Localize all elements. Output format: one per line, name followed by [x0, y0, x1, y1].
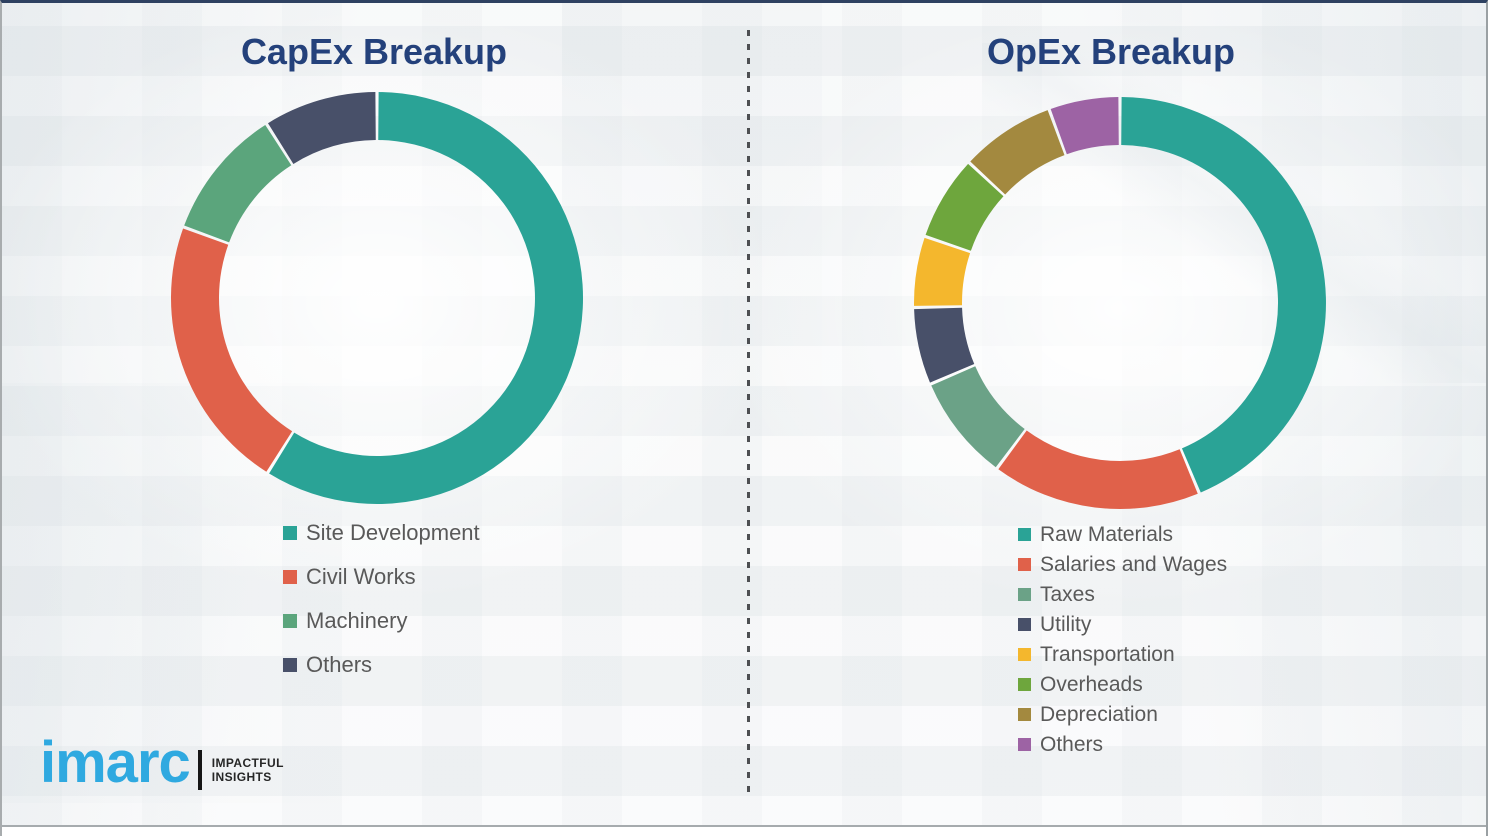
center-dashed-divider — [747, 30, 750, 793]
donut-slice-machinery — [184, 124, 292, 243]
legend-item-transportation: Transportation — [1018, 639, 1227, 669]
legend-label: Utility — [1040, 612, 1092, 636]
legend-item-machinery: Machinery — [283, 599, 480, 643]
donut-slice-civil-works — [170, 228, 293, 472]
legend-item-civil-works: Civil Works — [283, 555, 480, 599]
legend-swatch — [283, 570, 297, 584]
legend-swatch — [1018, 647, 1031, 661]
legend-swatch — [283, 614, 297, 628]
donut-slice-utility — [914, 307, 975, 383]
capex-legend: Site Development Civil Works Machinery Othe… — [283, 511, 480, 687]
opex-title: OpEx Breakup — [986, 31, 1236, 72]
donut-slice-taxes — [931, 366, 1025, 468]
donut-slice-others — [267, 92, 376, 164]
legend-item-depreciation: Depreciation — [1018, 699, 1227, 729]
capex-panel: CapEx Breakup Site Development Civil Work… — [2, 3, 746, 836]
opex-donut-chart — [913, 97, 1326, 509]
logo-tagline-line2: INSIGHTS — [211, 769, 272, 784]
capex-title: CapEx Breakup — [240, 31, 508, 72]
donut-slice-raw-materials — [1121, 97, 1326, 493]
legend-label: Taxes — [1040, 582, 1095, 606]
opex-panel: OpEx Breakup Raw Materials Salaries and W… — [750, 3, 1486, 836]
capex-donut-chart — [170, 92, 584, 505]
legend-swatch — [1018, 527, 1031, 541]
legend-item-raw-materials: Raw Materials — [1018, 519, 1227, 549]
donut-slice-overheads — [925, 163, 1004, 251]
legend-label: Overheads — [1040, 672, 1143, 696]
legend-swatch — [1018, 557, 1031, 571]
legend-label: Others — [1040, 732, 1104, 756]
legend-item-utility: Utility — [1018, 609, 1227, 639]
legend-item-others: Others — [283, 643, 480, 687]
donut-slice-others — [1050, 97, 1119, 155]
legend-label: Others — [306, 652, 373, 677]
legend-label: Depreciation — [1040, 702, 1158, 726]
legend-swatch — [1018, 677, 1031, 691]
donut-slice-depreciation — [970, 110, 1065, 195]
legend-swatch — [1018, 707, 1031, 721]
opex-legend: Raw Materials Salaries and Wages Taxes Util… — [1018, 519, 1227, 759]
imarc-logo: imarc IMPACTFUL INSIGHTS — [40, 731, 284, 795]
legend-swatch — [1018, 617, 1031, 631]
legend-label: Civil Works — [306, 564, 416, 589]
imarc-wordmark: imarc — [40, 730, 191, 795]
logo-separator-bar — [197, 749, 202, 790]
legend-swatch — [283, 526, 297, 540]
legend-item-site-development: Site Development — [283, 511, 480, 555]
bottom-border-line — [2, 825, 1486, 827]
legend-item-salaries-and-wages: Salaries and Wages — [1018, 549, 1227, 579]
legend-item-overheads: Overheads — [1018, 669, 1227, 699]
legend-item-taxes: Taxes — [1018, 579, 1227, 609]
legend-swatch — [1018, 587, 1031, 601]
donut-slice-site-development — [269, 92, 584, 505]
legend-label: Transportation — [1040, 642, 1175, 666]
legend-label: Machinery — [306, 608, 408, 633]
legend-label: Raw Materials — [1040, 522, 1174, 546]
logo-tagline-line1: IMPACTFUL — [211, 755, 284, 770]
legend-swatch — [283, 658, 297, 672]
legend-swatch — [1018, 737, 1031, 751]
bottom-margin — [2, 827, 1486, 836]
legend-label: Site Development — [306, 520, 480, 545]
legend-label: Salaries and Wages — [1040, 552, 1228, 576]
logo-tagline: IMPACTFUL INSIGHTS — [212, 756, 284, 784]
donut-slice-transportation — [913, 237, 971, 306]
donut-slice-salaries-and-wages — [998, 430, 1198, 509]
legend-item-others: Others — [1018, 729, 1227, 759]
